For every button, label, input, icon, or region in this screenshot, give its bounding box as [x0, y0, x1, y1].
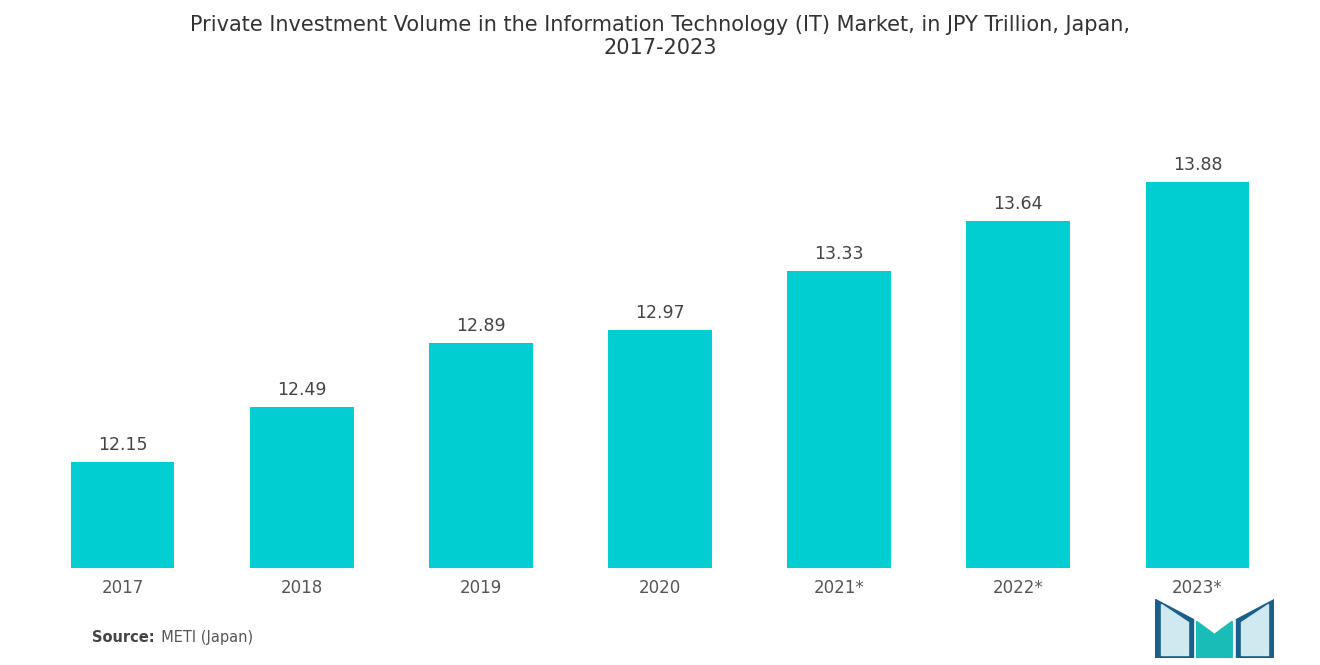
Text: 12.89: 12.89	[455, 317, 506, 334]
Text: 12.97: 12.97	[635, 304, 685, 322]
Polygon shape	[1196, 621, 1233, 658]
Polygon shape	[1162, 604, 1188, 656]
Polygon shape	[1241, 604, 1267, 656]
Bar	[966, 221, 1071, 568]
Text: 13.64: 13.64	[994, 195, 1043, 213]
Bar	[787, 271, 891, 568]
Bar	[429, 342, 533, 568]
Title: Private Investment Volume in the Information Technology (IT) Market, in JPY Tril: Private Investment Volume in the Informa…	[190, 15, 1130, 59]
Polygon shape	[1236, 598, 1274, 658]
Bar	[609, 330, 711, 568]
Bar	[70, 462, 174, 568]
Bar	[1146, 182, 1250, 568]
Text: 12.49: 12.49	[277, 381, 326, 399]
Bar	[249, 408, 354, 568]
Text: METI (Japan): METI (Japan)	[152, 630, 253, 645]
Polygon shape	[1155, 598, 1193, 658]
Text: 12.15: 12.15	[98, 436, 148, 454]
Text: 13.33: 13.33	[814, 245, 863, 263]
Text: Source:: Source:	[92, 630, 154, 645]
Text: 13.88: 13.88	[1172, 156, 1222, 174]
